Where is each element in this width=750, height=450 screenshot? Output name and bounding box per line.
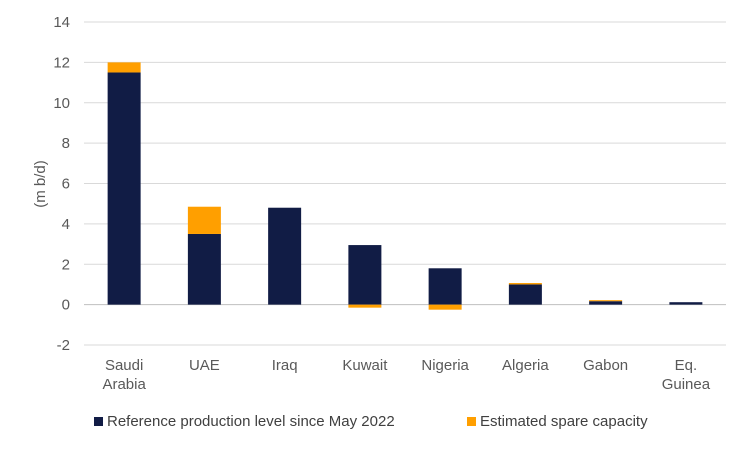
x-tick-label: Saudi Arabia bbox=[102, 357, 146, 393]
bar-reference-production bbox=[428, 268, 462, 305]
bar-spare-capacity bbox=[348, 304, 382, 308]
y-tick-label: 4 bbox=[62, 216, 70, 233]
y-tick-label: 10 bbox=[53, 95, 70, 112]
x-tick-label: Algeria bbox=[502, 357, 549, 374]
bar-spare-capacity bbox=[187, 206, 221, 234]
bar-reference-production bbox=[348, 245, 382, 305]
bars bbox=[107, 62, 703, 310]
y-tick-label: 2 bbox=[62, 256, 70, 273]
bar-reference-production bbox=[508, 284, 542, 305]
y-tick-label: -2 bbox=[57, 337, 70, 354]
x-tick-label: Iraq bbox=[272, 357, 298, 374]
gridlines bbox=[84, 21, 726, 346]
bar-reference-production bbox=[268, 207, 302, 305]
y-tick-label: 0 bbox=[62, 297, 70, 314]
legend: Reference production level since May 202… bbox=[94, 413, 648, 430]
legend-label: Estimated spare capacity bbox=[480, 413, 648, 430]
x-tick-label: Nigeria bbox=[421, 357, 469, 374]
y-tick-label: 14 bbox=[53, 14, 70, 31]
bar-reference-production bbox=[107, 72, 141, 305]
legend-swatch bbox=[467, 417, 476, 426]
y-tick-label: 8 bbox=[62, 135, 70, 152]
bar-spare-capacity bbox=[589, 300, 623, 302]
legend-label: Reference production level since May 202… bbox=[107, 413, 395, 430]
x-tick-label: Gabon bbox=[583, 357, 628, 374]
legend-swatch bbox=[94, 417, 103, 426]
bar-spare-capacity bbox=[428, 304, 462, 310]
x-tick-label: Eq. Guinea bbox=[662, 357, 711, 393]
x-tick-label: Kuwait bbox=[342, 357, 388, 374]
bar-reference-production bbox=[589, 301, 623, 305]
bar-spare-capacity bbox=[107, 62, 141, 73]
y-tick-label: 12 bbox=[53, 54, 70, 71]
y-tick-labels: -2 0 2 4 6 8 10 12 14 bbox=[53, 14, 70, 354]
y-tick-label: 6 bbox=[62, 176, 70, 193]
bar-spare-capacity bbox=[508, 283, 542, 285]
bar-reference-production bbox=[187, 233, 221, 305]
y-axis-title: (m b/d) bbox=[32, 160, 49, 208]
bar-reference-production bbox=[669, 302, 703, 305]
x-tick-label: UAE bbox=[189, 357, 220, 374]
x-tick-labels: Saudi Arabia UAE Iraq Kuwait Nigeria Algeria Ga… bbox=[102, 357, 710, 393]
